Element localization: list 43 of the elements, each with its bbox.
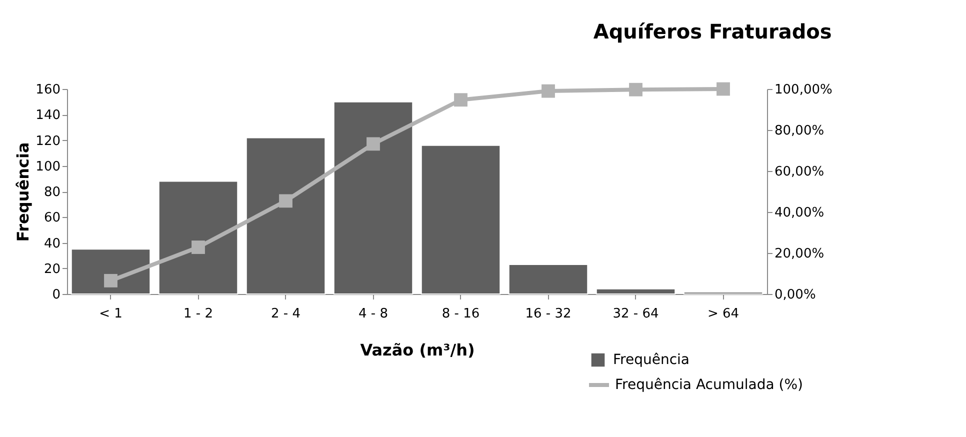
point	[366, 137, 380, 151]
legend-label: Frequência	[613, 352, 690, 368]
point	[716, 82, 730, 96]
x-tick-label: 1 - 2	[184, 306, 213, 322]
y-tick-label: 100	[36, 159, 60, 174]
x-tick-label: 8 - 16	[442, 306, 480, 322]
bar	[333, 101, 414, 294]
y2-tick-label: 100,00%	[774, 82, 832, 98]
y2-tick-label: 20,00%	[774, 246, 824, 262]
x-tick-label: > 64	[707, 306, 740, 322]
bar	[508, 264, 588, 294]
point	[192, 240, 205, 254]
point	[454, 93, 468, 107]
y2-tick-label: 80,00%	[774, 124, 824, 138]
point	[542, 84, 555, 98]
y-tick-label: 120	[36, 134, 60, 149]
y2-tick-label: 40,00%	[774, 206, 824, 220]
y-tick-label: 0	[52, 288, 60, 302]
bar	[246, 137, 326, 294]
point	[104, 274, 118, 288]
bar	[420, 144, 501, 294]
y2-tick-label: 0,00%	[774, 288, 816, 302]
bar	[70, 248, 151, 294]
x-tick-label: 2 - 4	[271, 306, 300, 322]
bar	[158, 180, 238, 294]
y-tick-label: 160	[36, 82, 60, 98]
y-tick-label: 140	[36, 108, 60, 124]
point	[629, 82, 642, 96]
y-axis-title: Frequência	[14, 142, 33, 242]
chart-title: Aquíferos Fraturados	[593, 19, 832, 44]
y2-tick-label: 60,00%	[774, 164, 824, 180]
legend-label: Frequência Acumulada (%)	[615, 377, 803, 393]
x-tick-label: 4 - 8	[358, 306, 388, 322]
x-tick-label: 32 - 64	[612, 306, 659, 322]
x-tick-label: < 1	[99, 306, 122, 322]
x-tick-label: 16 - 32	[525, 306, 572, 322]
x-axis-title: Vazão (m³/h)	[360, 340, 475, 360]
y-tick-label: 80	[44, 185, 60, 200]
y-tick-label: 60	[44, 210, 60, 226]
bar	[596, 288, 676, 294]
point	[279, 194, 292, 208]
y-tick-label: 20	[44, 262, 60, 277]
y-tick-label: 40	[44, 236, 60, 252]
